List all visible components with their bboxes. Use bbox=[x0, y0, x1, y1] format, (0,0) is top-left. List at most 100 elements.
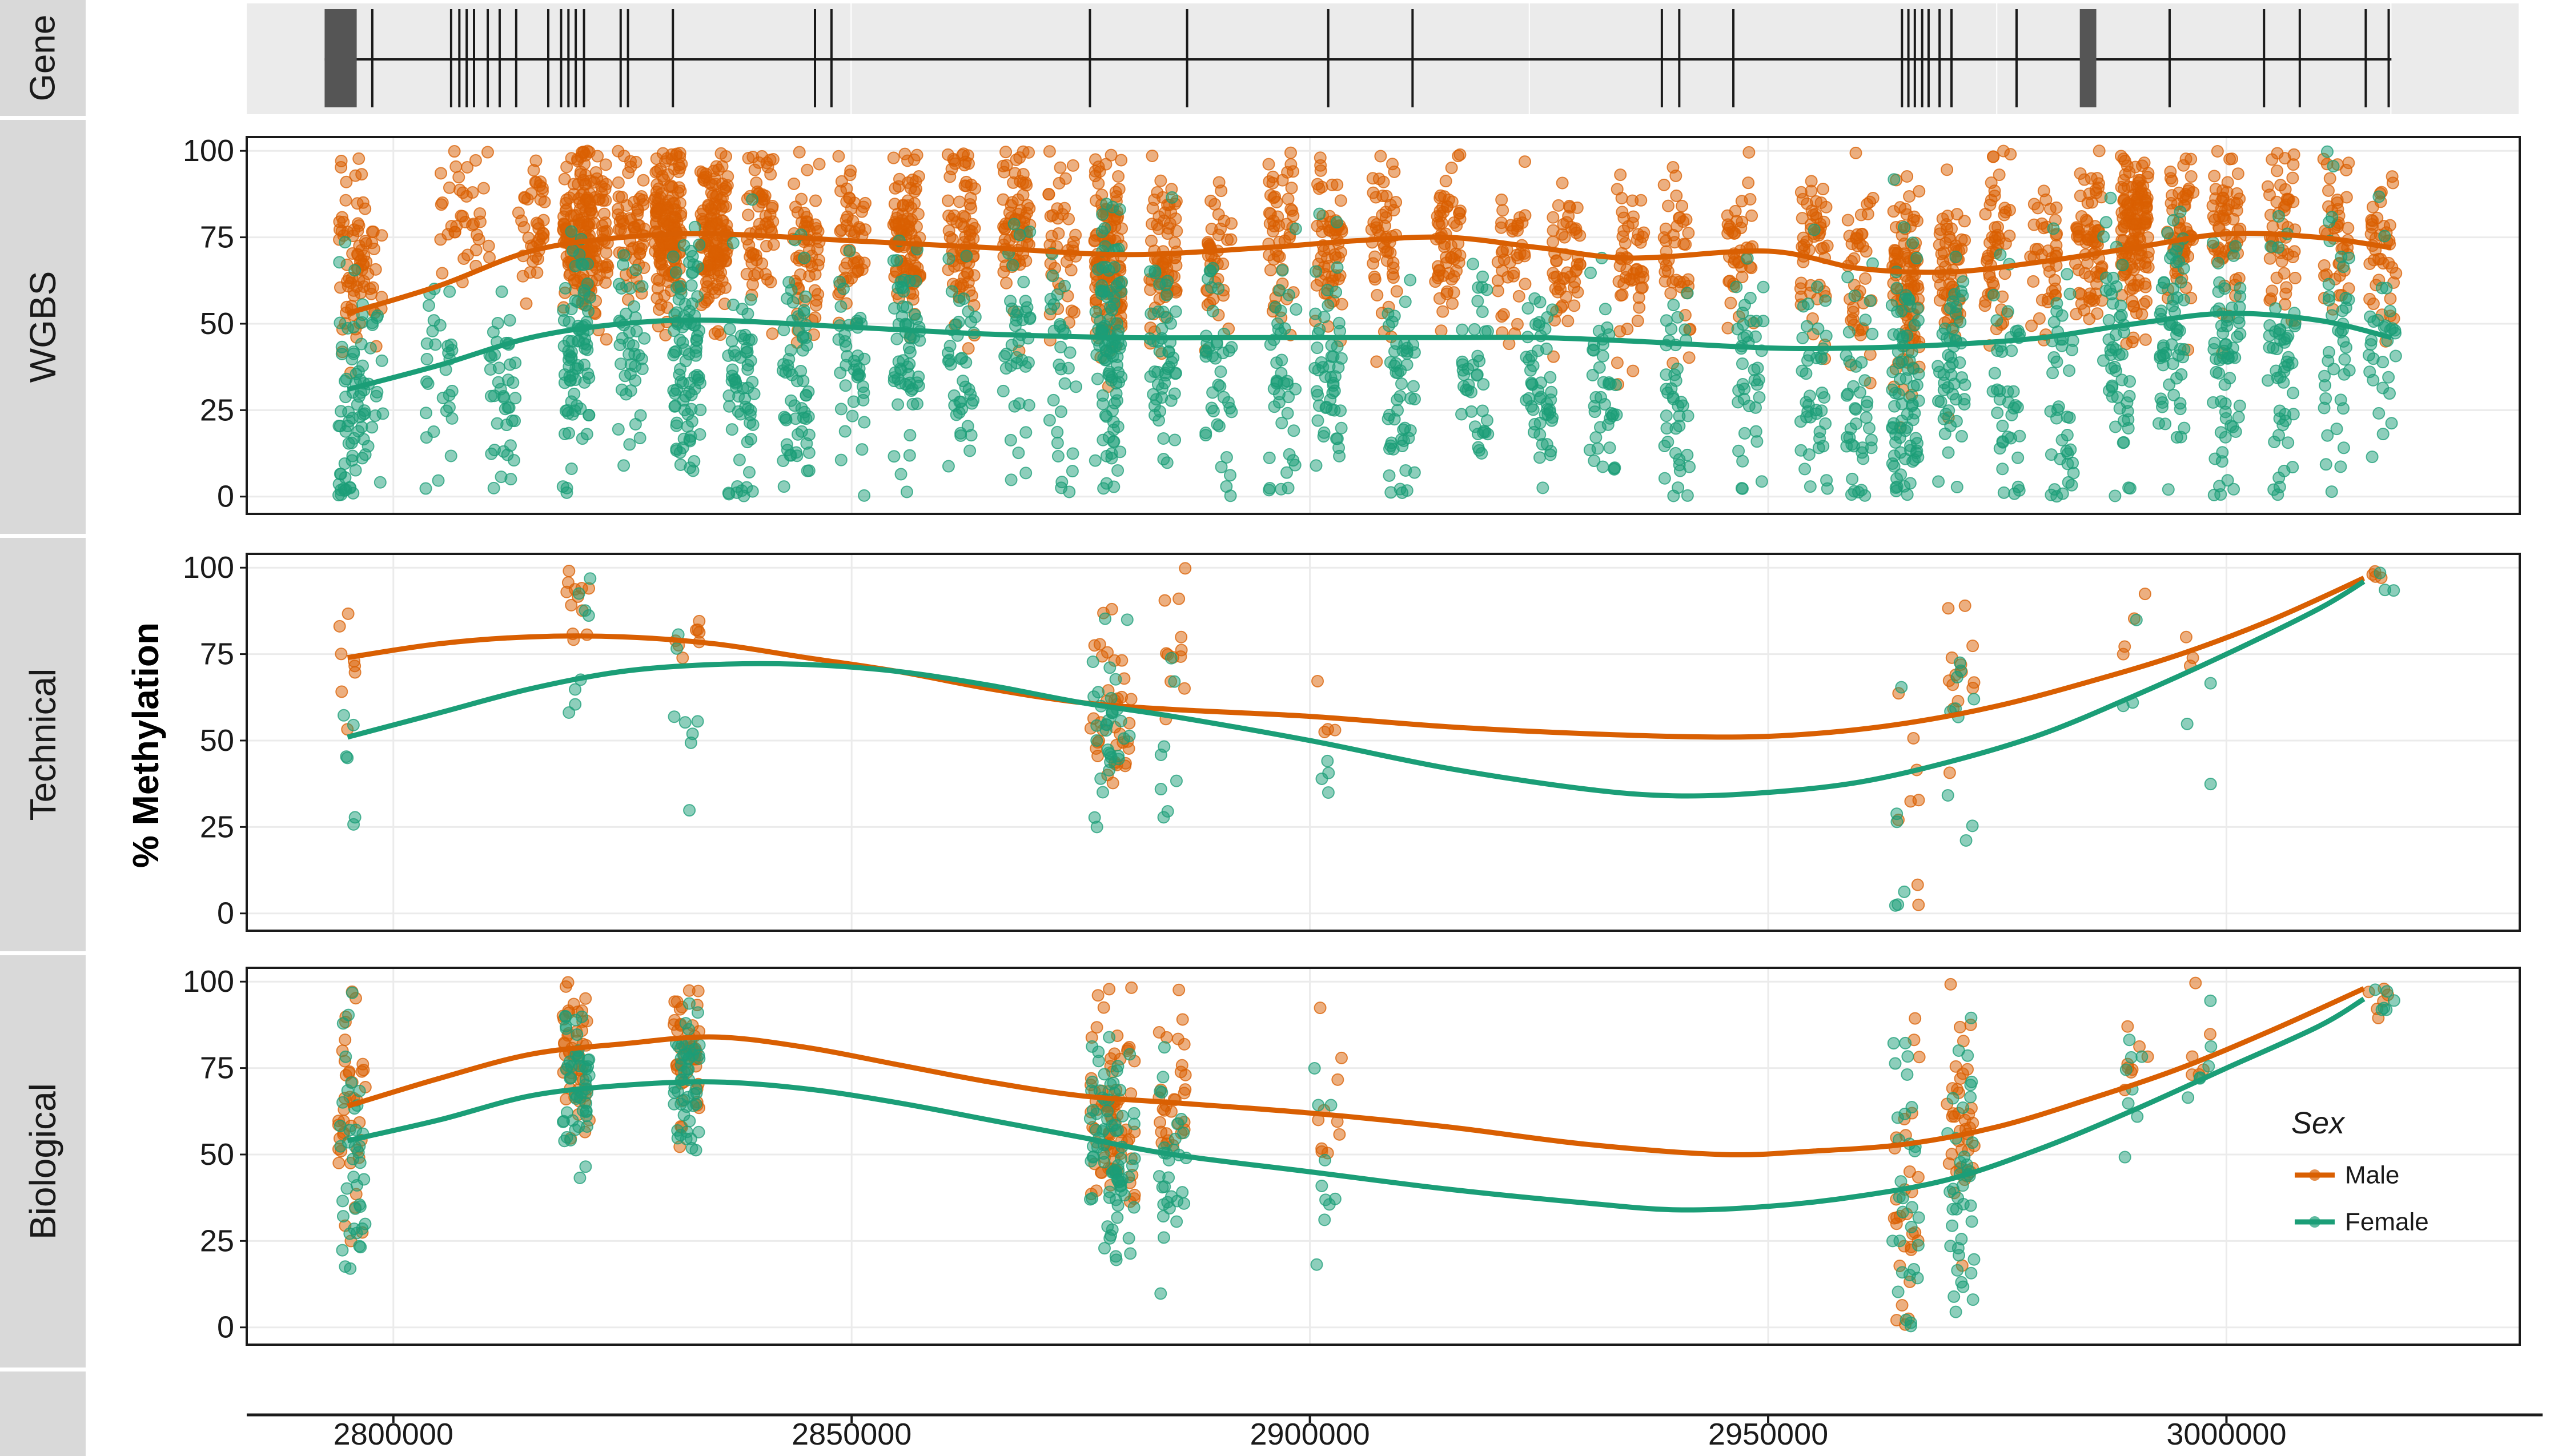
data-point-male bbox=[1447, 286, 1460, 299]
data-point-female bbox=[1950, 671, 1963, 684]
data-point-female bbox=[1388, 309, 1401, 323]
data-point-male bbox=[1059, 172, 1072, 185]
data-point-male bbox=[2208, 170, 2221, 183]
data-point-female bbox=[691, 715, 704, 728]
data-point-female bbox=[1949, 250, 1962, 263]
data-point-female bbox=[903, 345, 917, 359]
data-point-female bbox=[636, 362, 649, 375]
data-point-female bbox=[2204, 778, 2217, 791]
data-point-male bbox=[1447, 270, 1460, 283]
data-point-female bbox=[422, 299, 435, 312]
data-point-male bbox=[1934, 223, 1947, 236]
data-point-female bbox=[1051, 449, 1065, 462]
data-point-female bbox=[565, 225, 578, 238]
data-point-male bbox=[2318, 259, 2331, 272]
data-point-female bbox=[1604, 412, 1617, 425]
data-point-female bbox=[1586, 369, 1599, 382]
data-point-female bbox=[1313, 207, 1326, 220]
data-point-female bbox=[834, 300, 848, 313]
data-point-female bbox=[1750, 378, 1764, 391]
data-point-female bbox=[2008, 487, 2021, 500]
data-point-female bbox=[1121, 613, 1134, 626]
data-point-male bbox=[1632, 228, 1645, 241]
data-point-female bbox=[1113, 203, 1126, 216]
data-point-male bbox=[1568, 299, 1581, 312]
data-point-male bbox=[2138, 156, 2151, 170]
data-point-male bbox=[482, 239, 495, 252]
data-point-male bbox=[2072, 263, 2085, 276]
data-point-male bbox=[1958, 215, 1971, 228]
data-point-male bbox=[1452, 150, 1465, 163]
data-point-male bbox=[1146, 202, 1159, 215]
data-point-female bbox=[1910, 252, 1924, 265]
data-point-female bbox=[2365, 333, 2378, 347]
data-point-male bbox=[1452, 256, 1465, 269]
data-point-male bbox=[767, 238, 780, 251]
data-point-male bbox=[693, 626, 706, 639]
gene-block-1 bbox=[324, 9, 357, 107]
data-point-male bbox=[2141, 231, 2154, 244]
data-point-male bbox=[649, 191, 662, 204]
data-point-female bbox=[1148, 365, 1161, 379]
data-point-female bbox=[674, 280, 688, 293]
data-point-female bbox=[1895, 681, 1908, 694]
data-point-female bbox=[1587, 344, 1600, 357]
data-point-female bbox=[1749, 330, 1762, 343]
data-point-female bbox=[1480, 414, 1493, 427]
data-point-male bbox=[1619, 271, 1632, 284]
data-point-male bbox=[522, 231, 535, 244]
data-point-male bbox=[561, 576, 575, 589]
data-point-male bbox=[801, 163, 814, 176]
data-point-female bbox=[684, 435, 697, 448]
data-point-female bbox=[728, 345, 741, 358]
data-point-female bbox=[1888, 400, 1901, 413]
data-point-female bbox=[1672, 481, 1685, 494]
data-point-female bbox=[2389, 349, 2402, 363]
data-point-female bbox=[362, 440, 375, 453]
data-point-female bbox=[1325, 339, 1338, 352]
data-point-female bbox=[2337, 335, 2350, 348]
data-point-male bbox=[1729, 204, 1742, 218]
data-point-female bbox=[674, 458, 687, 471]
data-point-male bbox=[949, 157, 962, 170]
data-point-male bbox=[1450, 219, 1463, 232]
data-point-male bbox=[1941, 163, 1954, 176]
data-point-female bbox=[2001, 305, 2014, 318]
data-point-female bbox=[337, 709, 350, 722]
data-point-female bbox=[2050, 297, 2063, 310]
data-point-male bbox=[534, 193, 547, 206]
data-point-male bbox=[1067, 305, 1081, 319]
data-point-female bbox=[1023, 312, 1037, 325]
data-point-female bbox=[2366, 451, 2379, 464]
data-point-male bbox=[1146, 149, 1159, 162]
data-point-female bbox=[1088, 811, 1101, 824]
data-point-female bbox=[791, 428, 804, 441]
data-point-female bbox=[2337, 441, 2350, 455]
data-point-female bbox=[2174, 403, 2187, 416]
data-point-female bbox=[2116, 259, 2129, 272]
data-point-female bbox=[2109, 489, 2122, 502]
data-point-male bbox=[600, 333, 613, 346]
data-point-male bbox=[1215, 184, 1228, 198]
data-point-female bbox=[2234, 290, 2247, 303]
data-point-female bbox=[495, 285, 508, 298]
data-point-female bbox=[339, 236, 352, 249]
data-point-female bbox=[1897, 221, 1910, 234]
data-point-female bbox=[1107, 297, 1121, 311]
data-point-female bbox=[2178, 293, 2191, 307]
data-point-male bbox=[908, 197, 921, 210]
data-point-female bbox=[1097, 482, 1110, 495]
data-point-male bbox=[1390, 196, 1403, 209]
data-point-female bbox=[1667, 299, 1680, 312]
data-point-female bbox=[1886, 365, 1900, 379]
data-point-male bbox=[748, 269, 761, 282]
data-point-female bbox=[1738, 383, 1751, 396]
data-point-female bbox=[2322, 277, 2335, 291]
data-point-female bbox=[1158, 740, 1171, 753]
data-point-female bbox=[2319, 379, 2332, 392]
data-point-male bbox=[367, 225, 380, 238]
data-point-male bbox=[1387, 271, 1400, 284]
data-point-female bbox=[786, 296, 800, 309]
data-point-female bbox=[1206, 304, 1219, 317]
data-point-female bbox=[420, 431, 433, 444]
